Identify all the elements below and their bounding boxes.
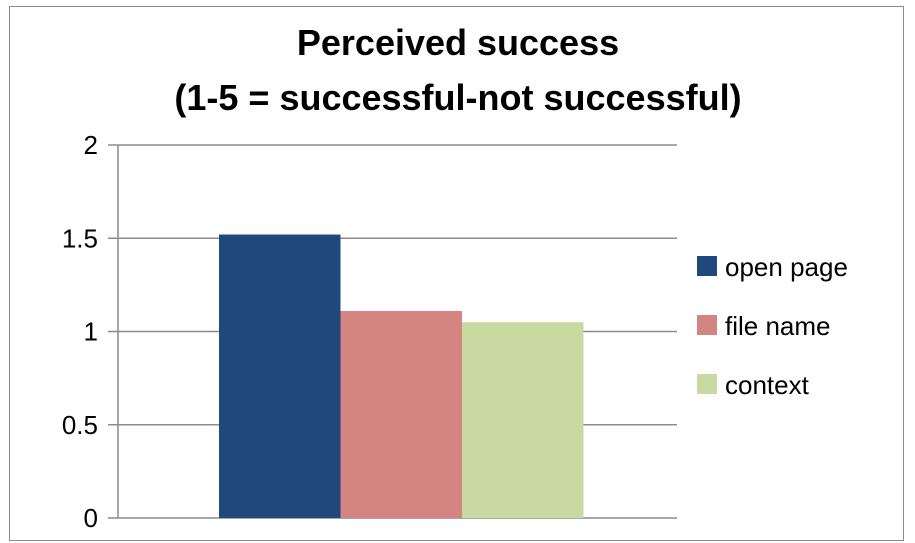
chart-title-line-1: Perceived success (297, 22, 619, 63)
y-tick-label: 1 (84, 317, 98, 347)
bars (219, 234, 584, 518)
bar-file-name (340, 310, 462, 518)
y-tick-label: 0.5 (62, 410, 98, 440)
y-tick-label: 2 (84, 130, 98, 160)
legend-swatch (697, 256, 717, 276)
y-tick-label: 1.5 (62, 223, 98, 253)
chart-title-line-2: (1-5 = successful-not successful) (174, 77, 741, 118)
bar-context (462, 322, 584, 518)
y-tick-label: 0 (84, 503, 98, 533)
legend-label: file name (725, 311, 831, 341)
legend-label: open page (725, 252, 848, 282)
legend-label: context (725, 370, 810, 400)
y-axis: 0 0.5 1 1.5 2 (62, 130, 119, 533)
legend-swatch (697, 315, 717, 335)
legend-swatch (697, 374, 717, 394)
legend: open page file name context (697, 252, 848, 400)
bar-open-page (219, 234, 341, 518)
